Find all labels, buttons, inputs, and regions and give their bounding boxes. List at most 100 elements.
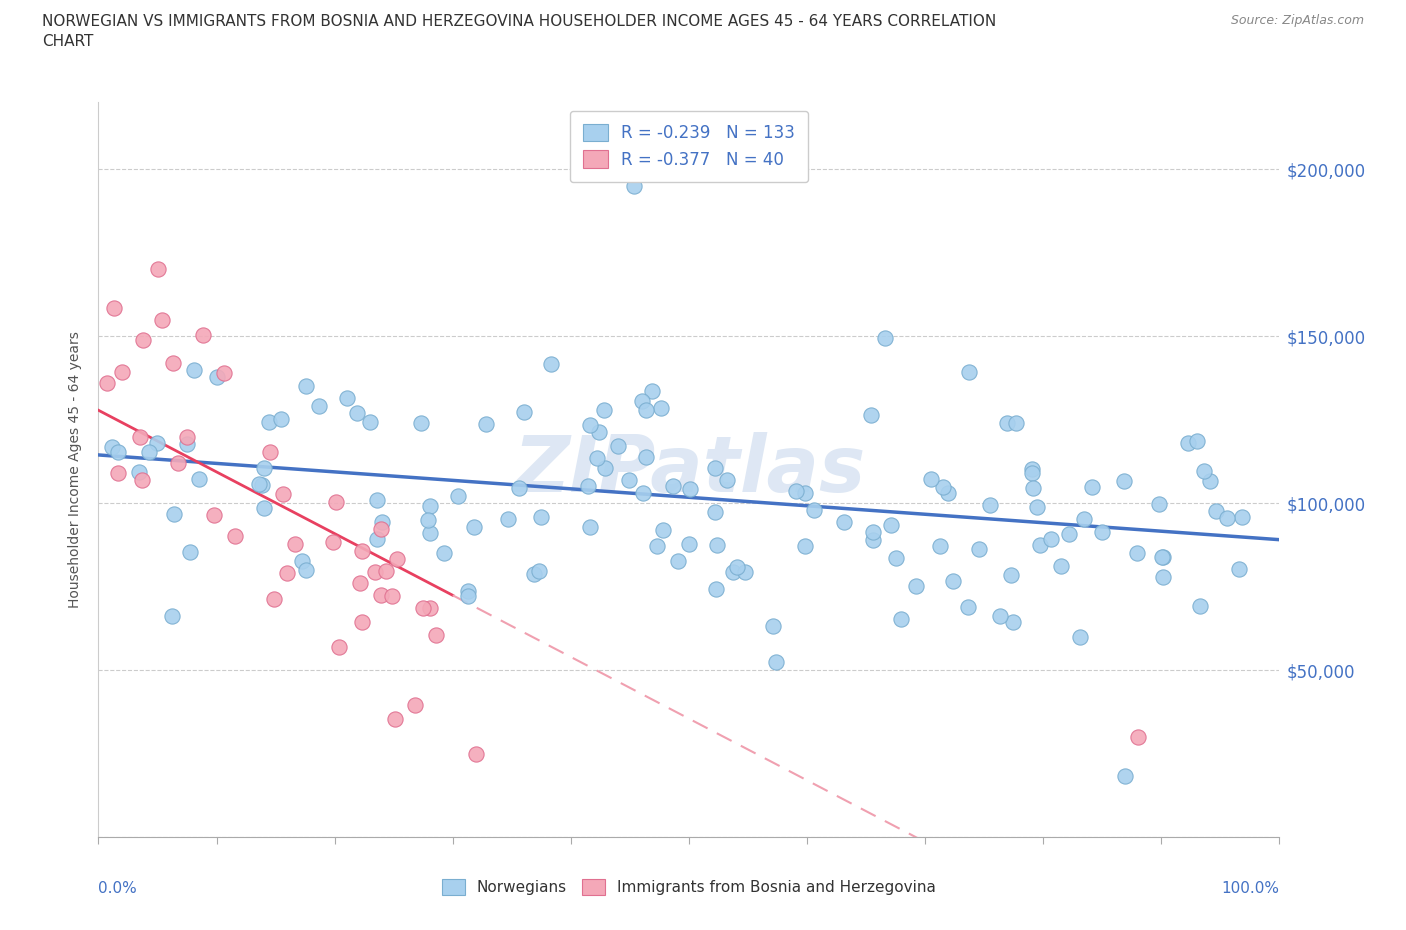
Point — [404, 698, 426, 712]
Point — [508, 481, 530, 496]
Point — [409, 415, 432, 430]
Point — [252, 460, 274, 475]
Point — [1091, 525, 1114, 539]
Point — [725, 560, 748, 575]
Point — [592, 403, 614, 418]
Point — [1025, 499, 1047, 514]
Point — [107, 445, 129, 459]
Point — [904, 578, 927, 593]
Point — [579, 520, 602, 535]
Point — [336, 391, 359, 405]
Point — [1040, 532, 1063, 547]
Point — [576, 478, 599, 493]
Point — [588, 424, 610, 439]
Point — [363, 565, 385, 579]
Point — [794, 485, 817, 500]
Point — [385, 551, 408, 566]
Point — [803, 503, 825, 518]
Point — [734, 565, 756, 579]
Point — [1001, 615, 1024, 630]
Point — [890, 611, 912, 626]
Point — [703, 505, 725, 520]
Point — [150, 312, 173, 327]
Point — [370, 587, 392, 602]
Point — [131, 472, 153, 487]
Point — [762, 618, 785, 633]
Point — [1021, 466, 1043, 481]
Point — [1216, 511, 1239, 525]
Point — [465, 746, 488, 761]
Point — [636, 403, 658, 418]
Point — [651, 523, 673, 538]
Point — [1021, 480, 1043, 495]
Point — [107, 465, 129, 480]
Point — [253, 500, 276, 515]
Point — [370, 522, 392, 537]
Point — [1230, 510, 1253, 525]
Text: NORWEGIAN VS IMMIGRANTS FROM BOSNIA AND HERZEGOVINA HOUSEHOLDER INCOME AGES 45 -: NORWEGIAN VS IMMIGRANTS FROM BOSNIA AND … — [42, 14, 997, 29]
Point — [1126, 729, 1149, 744]
Point — [167, 456, 190, 471]
Point — [920, 472, 942, 486]
Point — [103, 300, 125, 315]
Point — [259, 445, 281, 459]
Point — [257, 415, 280, 430]
Point — [1057, 526, 1080, 541]
Text: Source: ZipAtlas.com: Source: ZipAtlas.com — [1230, 14, 1364, 27]
Text: 0.0%: 0.0% — [98, 881, 138, 897]
Point — [295, 563, 318, 578]
Point — [291, 553, 314, 568]
Point — [1189, 599, 1212, 614]
Point — [352, 615, 374, 630]
Point — [1152, 549, 1174, 564]
Point — [579, 418, 602, 432]
Point — [205, 369, 228, 384]
Point — [645, 538, 668, 553]
Point — [111, 365, 134, 379]
Point — [183, 363, 205, 378]
Point — [967, 541, 990, 556]
Point — [162, 355, 184, 370]
Point — [704, 581, 727, 596]
Point — [138, 445, 160, 459]
Point — [412, 601, 434, 616]
Point — [512, 405, 534, 419]
Point — [942, 574, 965, 589]
Point — [623, 179, 645, 193]
Point — [716, 472, 738, 487]
Point — [322, 535, 344, 550]
Point — [678, 537, 700, 551]
Point — [346, 405, 368, 420]
Point — [1069, 630, 1091, 644]
Point — [995, 416, 1018, 431]
Point — [785, 484, 807, 498]
Point — [416, 512, 439, 527]
Point — [606, 439, 628, 454]
Point — [633, 486, 655, 501]
Point — [1004, 416, 1026, 431]
Point — [929, 538, 952, 553]
Point — [988, 608, 1011, 623]
Point — [1185, 434, 1208, 449]
Point — [371, 514, 394, 529]
Point — [176, 437, 198, 452]
Point — [270, 412, 292, 427]
Point — [381, 588, 404, 603]
Point — [129, 430, 152, 445]
Point — [163, 507, 186, 522]
Point — [419, 498, 441, 513]
Text: 100.0%: 100.0% — [1222, 881, 1279, 897]
Point — [457, 584, 479, 599]
Point — [834, 515, 856, 530]
Point — [359, 415, 381, 430]
Point — [496, 512, 519, 526]
Point — [523, 566, 546, 581]
Point — [474, 417, 496, 432]
Point — [527, 564, 550, 578]
Point — [640, 383, 662, 398]
Point — [530, 510, 553, 525]
Point — [1029, 538, 1052, 552]
Point — [1152, 550, 1174, 565]
Point — [101, 440, 124, 455]
Point — [1177, 436, 1199, 451]
